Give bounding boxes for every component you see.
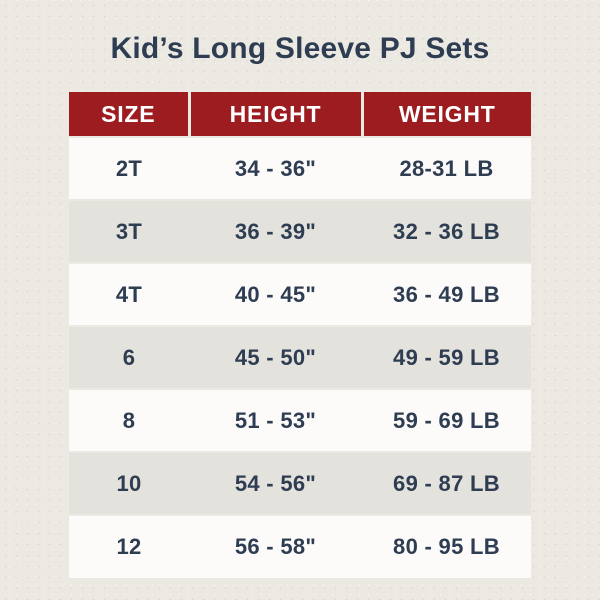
cell-size: 3T bbox=[115, 218, 143, 244]
cell-height: 36 - 39" bbox=[234, 218, 317, 244]
cell-height: 45 - 50" bbox=[234, 344, 317, 370]
cell-height: 54 - 56" bbox=[234, 470, 317, 496]
cell-weight: 28-31 LB bbox=[399, 155, 494, 181]
cell-size: 2T bbox=[115, 155, 143, 181]
cell-weight: 32 - 36 LB bbox=[393, 218, 500, 244]
table-body: 2T 34 - 36" 28-31 LB 3T 36 - 39" 32 - 36 LB 4T… bbox=[69, 137, 531, 578]
cell-size: 6 bbox=[122, 344, 136, 370]
cell-weight: 59 - 69 LB bbox=[393, 407, 500, 433]
table-row: 3T 36 - 39" 32 - 36 LB bbox=[69, 200, 531, 263]
table-row: 12 56 - 58" 80 - 95 LB bbox=[69, 515, 531, 578]
cell-height: 40 - 45" bbox=[234, 281, 317, 307]
table-row: 8 51 - 53" 59 - 69 LB bbox=[69, 389, 531, 452]
size-chart-table: SIZE HEIGHT WEIGHT 2T 34 - 36" 28-31 LB 3T 3… bbox=[69, 92, 531, 578]
cell-weight: 49 - 59 LB bbox=[393, 344, 500, 370]
table-row: 2T 34 - 36" 28-31 LB bbox=[69, 137, 531, 200]
cell-weight: 69 - 87 LB bbox=[393, 470, 500, 496]
cell-size: 8 bbox=[122, 407, 136, 433]
cell-size: 4T bbox=[115, 281, 143, 307]
cell-height: 56 - 58" bbox=[234, 534, 317, 559]
cell-size: 12 bbox=[116, 534, 142, 559]
header-row: SIZE HEIGHT WEIGHT bbox=[69, 92, 531, 137]
table-row: 4T 40 - 45" 36 - 49 LB bbox=[69, 263, 531, 326]
cell-height: 51 - 53" bbox=[234, 407, 317, 433]
column-header-height: HEIGHT bbox=[187, 92, 362, 137]
page-title: Kid’s Long Sleeve PJ Sets bbox=[110, 32, 490, 65]
table-row: 6 45 - 50" 49 - 59 LB bbox=[69, 326, 531, 389]
cell-height: 34 - 36" bbox=[234, 155, 317, 181]
column-header-weight: WEIGHT bbox=[360, 92, 531, 137]
cell-size: 10 bbox=[116, 470, 142, 496]
table-row: 10 54 - 56" 69 - 87 LB bbox=[69, 452, 531, 515]
cell-weight: 80 - 95 LB bbox=[393, 534, 500, 559]
cell-weight: 36 - 49 LB bbox=[393, 281, 500, 307]
column-header-size: SIZE bbox=[69, 92, 189, 137]
